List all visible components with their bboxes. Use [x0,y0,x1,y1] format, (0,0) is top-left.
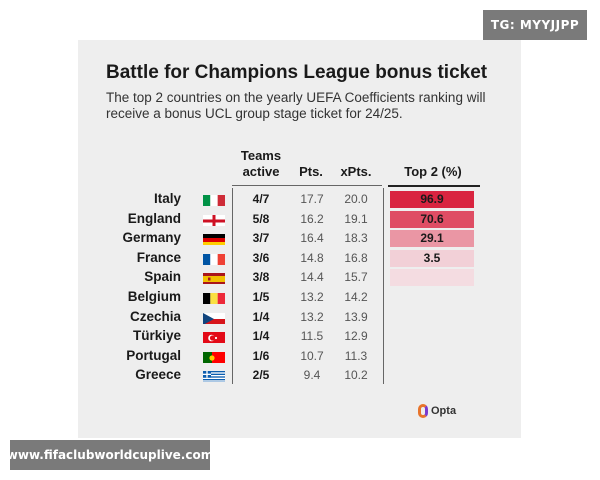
table-row: Italy 4/7 17.7 20.0 96.9 [0,190,600,210]
top2-percent-label: 70.6 [420,211,444,226]
country-name: France [136,249,181,265]
top2-percent-cell [390,269,474,287]
column-divider-left [232,188,233,384]
subtitle: The top 2 countries on the yearly UEFA C… [106,90,486,121]
teams-active-cell: 5/8 [252,211,270,226]
expected-points-cell: 20.0 [344,192,368,206]
page-title: Battle for Champions League bonus ticket [106,62,488,83]
top2-header-divider [388,185,480,187]
teams-active-cell: 3/6 [252,250,270,265]
turkiye-flag-icon [203,331,225,344]
top2-percent-label: 96.9 [420,192,444,206]
expected-points-cell: 13.9 [344,309,368,324]
expected-points-cell: 10.2 [344,368,368,383]
points-cell: 17.7 [300,192,324,206]
points-cell: 14.8 [300,250,324,265]
france-flag-icon [203,253,225,265]
expected-points-cell: 19.1 [344,211,368,226]
teams-active-cell: 4/7 [252,192,270,206]
website-watermark[interactable]: www.fifaclubworldcuplive.com [7,440,213,470]
table-row: France 3/6 14.8 16.8 3.5 [0,249,600,269]
header-divider [232,185,382,186]
table-row: Portugal 1/6 10.7 11.3 [0,347,600,367]
top2-percent-cell: 3.5 [390,249,474,267]
points-cell: 13.2 [300,290,324,304]
teams-active-cell: 1/6 [252,348,270,363]
country-name: England [127,210,181,226]
top2-percent-cell: 29.1 [390,230,474,248]
teams-active-cell: 1/4 [252,329,270,344]
table-row: Greece 2/5 9.4 10.2 [0,366,600,386]
expected-points-cell: 18.3 [344,231,368,246]
column-divider-right [383,188,384,384]
teams-active-cell: 1/5 [252,290,270,304]
table-row: Türkiye 1/4 11.5 12.9 [0,327,600,347]
country-name: Greece [135,367,181,383]
top2-percent-cell: 96.9 [390,191,474,208]
belgium-flag-icon [203,292,225,304]
header-points: Pts. [299,164,323,179]
country-name: Germany [122,230,181,246]
table-row: Spain 3/8 14.4 15.7 [0,268,600,288]
opta-logo: Opta [418,404,456,418]
header-teams-active: Teams active [240,148,282,179]
header-expected-points: xPts. [340,164,372,179]
teams-active-cell: 3/7 [252,231,270,246]
country-name: Italy [153,191,181,206]
expected-points-cell: 16.8 [344,250,368,265]
header-top2-percent: Top 2 (%) [404,164,462,179]
points-cell: 13.2 [300,309,324,324]
teams-active-cell: 2/5 [252,368,270,383]
greece-flag-icon [203,370,225,383]
country-name: Portugal [126,347,181,363]
teams-active-cell: 3/8 [252,270,270,285]
teams-active-cell: 1/4 [252,309,270,324]
top2-percent-label: 3.5 [423,250,441,265]
points-cell: 11.5 [300,329,324,344]
telegram-badge: TG: MYYJJPP [483,10,587,40]
germany-flag-icon [203,233,225,246]
table-row: England 5/8 16.2 19.1 70.6 [0,210,600,230]
table-row: Belgium 1/5 13.2 14.2 [0,288,600,308]
opta-logo-text: Opta [431,405,457,417]
top2-percent-label: 29.1 [420,231,444,246]
country-name: Belgium [127,289,181,304]
expected-points-cell: 11.3 [344,348,368,363]
portugal-flag-icon [203,351,225,363]
top2-percent-cell: 70.6 [390,210,474,228]
table-row: Germany 3/7 16.4 18.3 29.1 [0,229,600,249]
expected-points-cell: 14.2 [344,290,368,304]
spain-flag-icon [203,272,225,285]
italy-flag-icon [203,194,225,206]
expected-points-cell: 15.7 [344,270,368,285]
points-cell: 16.2 [300,211,324,226]
opta-logo-icon [418,404,428,418]
points-cell: 10.7 [300,348,324,363]
points-cell: 9.4 [303,368,321,383]
country-name: Czechia [129,308,181,324]
country-name: Spain [144,269,181,285]
table-row: Czechia 1/4 13.2 13.9 [0,308,600,328]
expected-points-cell: 12.9 [344,329,368,344]
country-name: Türkiye [132,328,181,344]
points-cell: 14.4 [300,270,324,285]
czechia-flag-icon [203,312,225,324]
england-flag-icon [203,214,225,226]
points-cell: 16.4 [300,231,324,246]
